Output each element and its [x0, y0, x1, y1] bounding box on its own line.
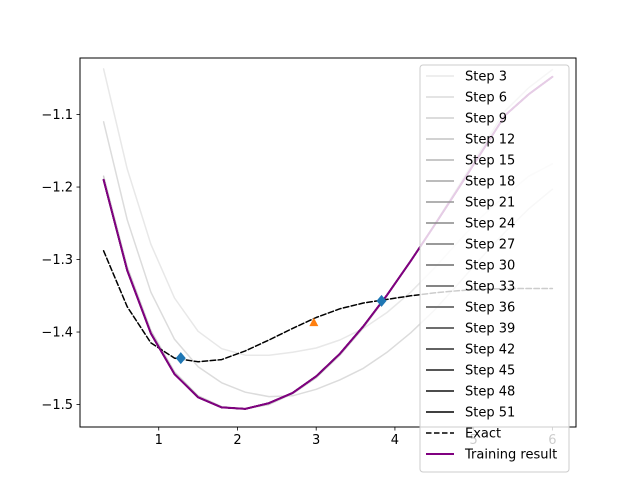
legend-label-1: Step 3 [465, 70, 507, 85]
x-tick-label: 1 [155, 433, 163, 448]
x-tick-label: 2 [233, 433, 241, 448]
diamond-marker-2 [376, 294, 387, 307]
y-tick-label: −1.3 [41, 253, 73, 268]
plot-frame [79, 57, 577, 428]
y-tick-label: −1.1 [41, 108, 73, 123]
legend-label-18: Exact [465, 427, 501, 442]
legend-label-17: Step 51 [465, 406, 515, 421]
legend-label-14: Step 42 [465, 343, 515, 358]
x-tick-label: 4 [391, 433, 399, 448]
legend-label-15: Step 45 [465, 364, 515, 379]
marker-layer [175, 294, 387, 365]
legend: Step 3 Step 6 Step 9 Step 12 Step 15 Step 18 S… [419, 64, 570, 473]
legend-label-3: Step 9 [465, 112, 507, 127]
legend-label-19: Training result [464, 448, 557, 463]
legend-label-10: Step 30 [465, 259, 515, 274]
y-tick-label: −1.5 [41, 398, 73, 413]
legend-label-16: Step 48 [465, 385, 515, 400]
legend-label-4: Step 12 [465, 133, 515, 148]
x-tick-label: 3 [312, 433, 320, 448]
legend-box [419, 64, 570, 473]
legend-label-5: Step 15 [465, 154, 515, 169]
y-tick-label: −1.2 [41, 181, 73, 196]
y-tick-label: −1.4 [41, 326, 73, 341]
triangle-marker-3 [309, 317, 319, 327]
legend-label-9: Step 27 [465, 238, 515, 253]
legend-label-2: Step 6 [465, 91, 507, 106]
y-axis: −1.5 −1.4 −1.3 −1.2 −1.1 [41, 108, 80, 413]
legend-label-11: Step 33 [465, 280, 515, 295]
diamond-marker-1 [175, 352, 186, 365]
legend-label-13: Step 39 [465, 322, 515, 337]
legend-label-6: Step 18 [465, 175, 515, 190]
legend-label-8: Step 24 [465, 217, 515, 232]
legend-label-12: Step 36 [465, 301, 515, 316]
legend-label-7: Step 21 [465, 196, 515, 211]
